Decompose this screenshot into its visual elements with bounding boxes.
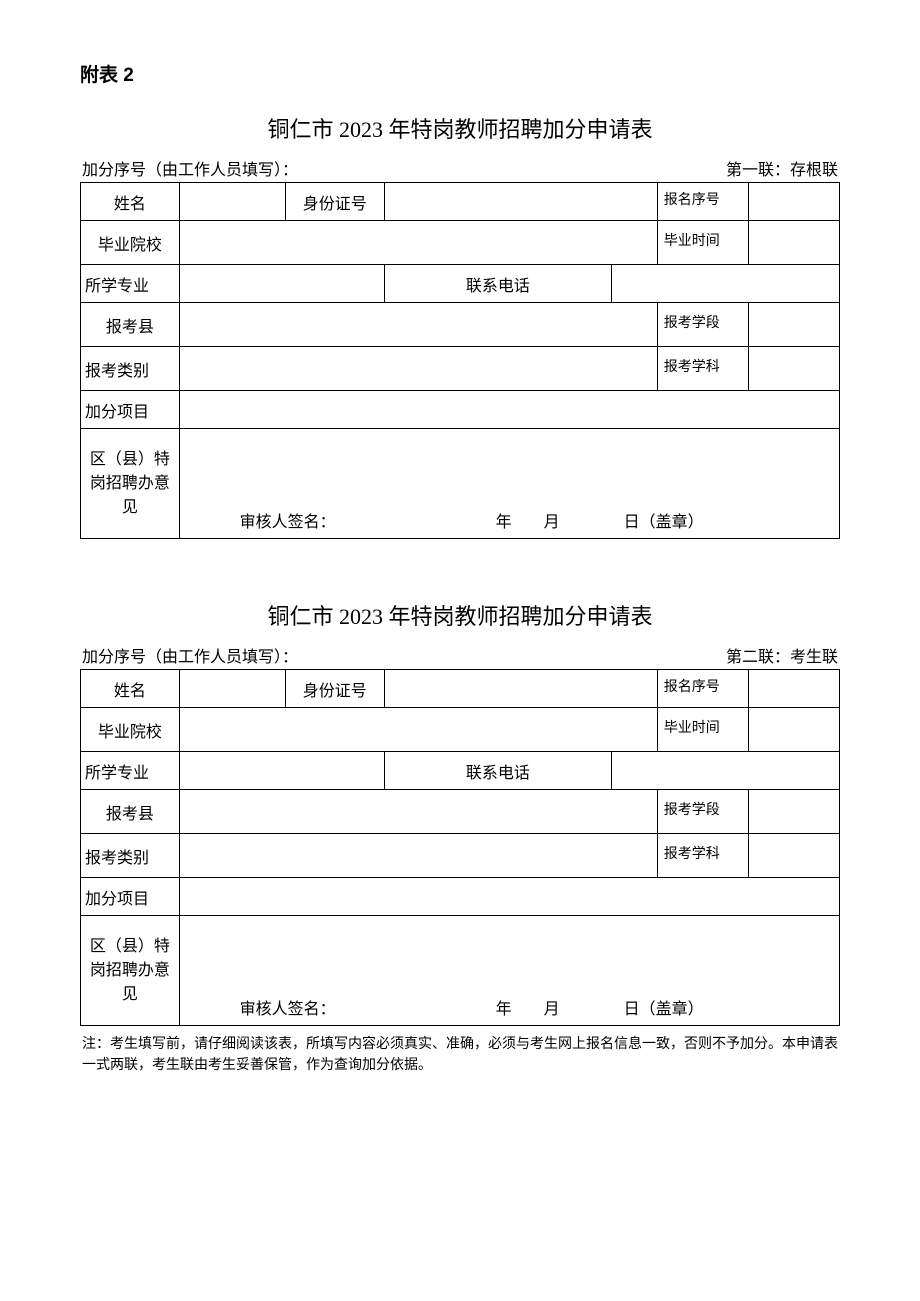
subject-label: 报考学科 [657, 834, 748, 878]
id-label: 身份证号 [285, 670, 384, 708]
opinion-field[interactable]: 审核人签名： 年 月 日（盖章） [179, 916, 839, 1026]
school-label: 毕业院校 [81, 708, 180, 752]
major-field[interactable] [179, 752, 384, 790]
bonus-label: 加分项目 [81, 391, 180, 429]
phone-field[interactable] [612, 752, 840, 790]
table-row: 姓名 身份证号 报名序号 [81, 670, 840, 708]
table-row: 加分项目 [81, 391, 840, 429]
county-label: 报考县 [81, 303, 180, 347]
copy-label: 第一联：存根联 [726, 156, 838, 180]
grad-time-label: 毕业时间 [657, 708, 748, 752]
table-row: 加分项目 [81, 878, 840, 916]
form-title: 铜仁市 2023 年特岗教师招聘加分申请表 [80, 599, 840, 631]
category-label: 报考类别 [81, 834, 180, 878]
subject-field[interactable] [748, 834, 839, 878]
subject-field[interactable] [748, 347, 839, 391]
name-field[interactable] [179, 183, 285, 221]
grad-time-field[interactable] [748, 708, 839, 752]
table-row: 所学专业 联系电话 [81, 265, 840, 303]
form-title: 铜仁市 2023 年特岗教师招聘加分申请表 [80, 112, 840, 144]
opinion-field[interactable]: 审核人签名： 年 月 日（盖章） [179, 429, 839, 539]
reg-seq-field[interactable] [748, 670, 839, 708]
table-row: 区（县）特岗招聘办意见 审核人签名： 年 月 日（盖章） [81, 916, 840, 1026]
phone-label: 联系电话 [384, 752, 612, 790]
reg-seq-label: 报名序号 [657, 183, 748, 221]
table-row: 区（县）特岗招聘办意见 审核人签名： 年 月 日（盖章） [81, 429, 840, 539]
grad-time-label: 毕业时间 [657, 221, 748, 265]
application-table: 姓名 身份证号 报名序号 毕业院校 毕业时间 所学专业 联系电话 报考县 报考学… [80, 669, 840, 1026]
bonus-field[interactable] [179, 878, 839, 916]
stage-field[interactable] [748, 303, 839, 347]
subject-label: 报考学科 [657, 347, 748, 391]
major-field[interactable] [179, 265, 384, 303]
table-row: 毕业院校 毕业时间 [81, 221, 840, 265]
name-field[interactable] [179, 670, 285, 708]
opinion-label: 区（县）特岗招聘办意见 [81, 429, 180, 539]
seq-label: 加分序号（由工作人员填写）： [82, 643, 298, 667]
table-row: 报考县 报考学段 [81, 303, 840, 347]
category-label: 报考类别 [81, 347, 180, 391]
table-row: 报考类别 报考学科 [81, 834, 840, 878]
county-field[interactable] [179, 303, 657, 347]
county-field[interactable] [179, 790, 657, 834]
bonus-field[interactable] [179, 391, 839, 429]
id-field[interactable] [384, 670, 657, 708]
school-label: 毕业院校 [81, 221, 180, 265]
bonus-label: 加分项目 [81, 878, 180, 916]
form-pre-row: 加分序号（由工作人员填写）： 第二联：考生联 [80, 643, 840, 667]
category-field[interactable] [179, 347, 657, 391]
form-pre-row: 加分序号（由工作人员填写）： 第一联：存根联 [80, 156, 840, 180]
phone-field[interactable] [612, 265, 840, 303]
stage-label: 报考学段 [657, 303, 748, 347]
stage-field[interactable] [748, 790, 839, 834]
major-label: 所学专业 [81, 265, 180, 303]
application-table: 姓名 身份证号 报名序号 毕业院校 毕业时间 所学专业 联系电话 报考县 报考学… [80, 182, 840, 539]
form-copy-2: 铜仁市 2023 年特岗教师招聘加分申请表 加分序号（由工作人员填写）： 第二联… [80, 599, 840, 1076]
copy-label: 第二联：考生联 [726, 643, 838, 667]
table-row: 报考县 报考学段 [81, 790, 840, 834]
school-field[interactable] [179, 221, 657, 265]
school-field[interactable] [179, 708, 657, 752]
reg-seq-label: 报名序号 [657, 670, 748, 708]
table-row: 报考类别 报考学科 [81, 347, 840, 391]
table-row: 姓名 身份证号 报名序号 [81, 183, 840, 221]
form-copy-1: 铜仁市 2023 年特岗教师招聘加分申请表 加分序号（由工作人员填写）： 第一联… [80, 112, 840, 539]
name-label: 姓名 [81, 183, 180, 221]
table-row: 毕业院校 毕业时间 [81, 708, 840, 752]
seq-label: 加分序号（由工作人员填写）： [82, 156, 298, 180]
phone-label: 联系电话 [384, 265, 612, 303]
id-label: 身份证号 [285, 183, 384, 221]
category-field[interactable] [179, 834, 657, 878]
county-label: 报考县 [81, 790, 180, 834]
footnote: 注：考生填写前，请仔细阅读该表，所填写内容必须真实、准确，必须与考生网上报名信息… [80, 1034, 840, 1076]
stage-label: 报考学段 [657, 790, 748, 834]
reg-seq-field[interactable] [748, 183, 839, 221]
grad-time-field[interactable] [748, 221, 839, 265]
major-label: 所学专业 [81, 752, 180, 790]
attachment-label: 附表 2 [80, 60, 840, 87]
opinion-label: 区（县）特岗招聘办意见 [81, 916, 180, 1026]
name-label: 姓名 [81, 670, 180, 708]
id-field[interactable] [384, 183, 657, 221]
table-row: 所学专业 联系电话 [81, 752, 840, 790]
